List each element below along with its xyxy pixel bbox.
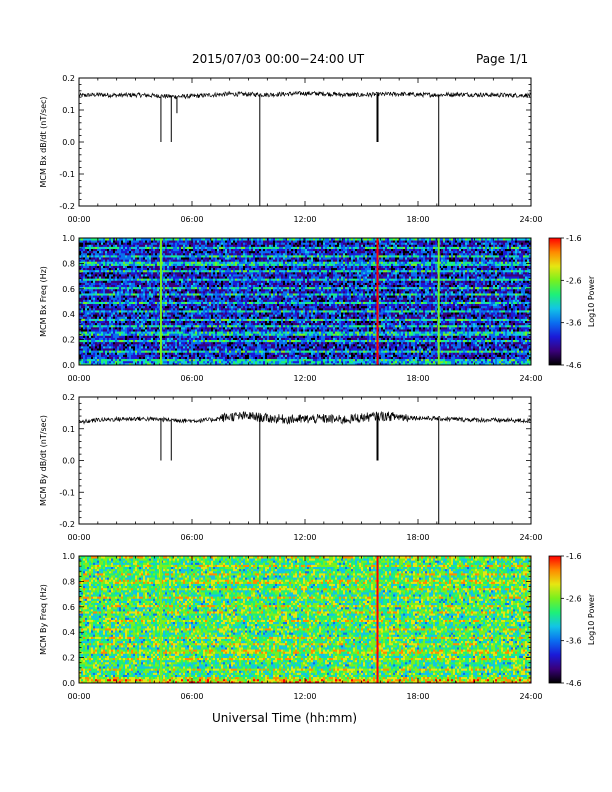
chart-panel-3: 00:00 06:00 12:00 18:00 24:00 -0.2 -0.1 0.0 0.1 0… — [39, 393, 543, 542]
x-tick-label: 06:00 — [180, 215, 203, 224]
x-tick-label: 24:00 — [519, 215, 542, 224]
y-tick-label: 0.4 — [62, 310, 75, 319]
y-tick-label: 0.2 — [62, 336, 75, 345]
chart-panel-2: -1.6 -2.6 -3.6 -4.6 Log10 Power 00:00 06:00 12:… — [39, 234, 596, 383]
spectral-event-1 — [160, 238, 162, 365]
colorbar-tick-label: -3.6 — [566, 319, 582, 328]
y-tick-label: 1.0 — [62, 552, 75, 561]
x-tick-label: 06:00 — [180, 692, 203, 701]
x-tick-label: 18:00 — [406, 533, 429, 542]
colorbar-label: Log10 Power — [587, 275, 596, 327]
x-tick-label: 00:00 — [67, 215, 90, 224]
y-tick-label: 1.0 — [62, 234, 75, 243]
magnetometer-chart: 00:00 06:00 12:00 18:00 24:00 -0.2 -0.1 0.0 0.1 0… — [0, 0, 612, 792]
y-tick-label: 0.6 — [62, 603, 75, 612]
x-tick-label: 24:00 — [519, 692, 542, 701]
y-tick-label: 0.4 — [62, 628, 75, 637]
y-tick-label: 0.0 — [62, 361, 75, 370]
x-tick-label: 18:00 — [406, 692, 429, 701]
spectral-event-2 — [377, 556, 379, 683]
x-tick-label: 00:00 — [67, 692, 90, 701]
x-tick-label: 12:00 — [293, 374, 316, 383]
colorbar: -1.6 -2.6 -3.6 -4.6 Log10 Power — [549, 552, 596, 688]
y-tick-label: 0.1 — [62, 106, 75, 115]
dbdt-trace — [79, 91, 531, 98]
y-tick-label: -0.2 — [59, 202, 75, 211]
y-tick-label: 0.8 — [62, 577, 75, 586]
spectral-event-1 — [160, 556, 162, 683]
x-tick-label: 24:00 — [519, 374, 542, 383]
colorbar-tick-label: -4.6 — [566, 679, 582, 688]
colorbar-tick-label: -4.6 — [566, 361, 582, 370]
y-tick-label: -0.1 — [59, 170, 75, 179]
x-tick-label: 18:00 — [406, 215, 429, 224]
x-tick-label: 12:00 — [293, 692, 316, 701]
x-tick-label: 24:00 — [519, 533, 542, 542]
y-axis-label: MCM By Freq (Hz) — [39, 584, 48, 655]
x-tick-label: 00:00 — [67, 533, 90, 542]
colorbar-tick-label: -2.6 — [566, 594, 582, 603]
colorbar-tick-label: -1.6 — [566, 552, 582, 561]
x-tick-label: 06:00 — [180, 374, 203, 383]
spectral-event-3 — [438, 238, 440, 365]
x-tick-label: 12:00 — [293, 533, 316, 542]
y-axis-label: MCM By dB/dt (nT/sec) — [39, 415, 48, 506]
colorbar: -1.6 -2.6 -3.6 -4.6 Log10 Power — [549, 234, 596, 370]
x-tick-label: 00:00 — [67, 374, 90, 383]
colorbar-tick-label: -3.6 — [566, 637, 582, 646]
y-axis-label: MCM Bx dB/dt (nT/sec) — [39, 96, 48, 187]
y-tick-label: 0.0 — [62, 138, 75, 147]
spectral-event-2 — [377, 238, 379, 365]
dbdt-trace — [79, 412, 531, 424]
y-tick-label: 0.2 — [62, 393, 75, 402]
y-tick-label: 0.2 — [62, 654, 75, 663]
chart-panel-4: -1.6 -2.6 -3.6 -4.6 Log10 Power 00:00 06:00 12:… — [39, 552, 596, 701]
y-tick-label: 0.1 — [62, 425, 75, 434]
y-tick-label: 0.2 — [62, 74, 75, 83]
x-tick-label: 12:00 — [293, 215, 316, 224]
y-tick-label: -0.1 — [59, 488, 75, 497]
x-tick-label: 06:00 — [180, 533, 203, 542]
colorbar-tick-label: -2.6 — [566, 276, 582, 285]
y-tick-label: 0.8 — [62, 259, 75, 268]
spectrogram-cells — [79, 238, 531, 365]
spectrogram-cells — [79, 556, 531, 683]
y-tick-label: 0.6 — [62, 285, 75, 294]
y-axis-label: MCM Bx Freq (Hz) — [39, 266, 48, 337]
y-tick-label: -0.2 — [59, 520, 75, 529]
y-tick-label: 0.0 — [62, 457, 75, 466]
colorbar-tick-label: -1.6 — [566, 234, 582, 243]
x-tick-label: 18:00 — [406, 374, 429, 383]
y-tick-label: 0.0 — [62, 679, 75, 688]
chart-panel-1: 00:00 06:00 12:00 18:00 24:00 -0.2 -0.1 0.0 0.1 0… — [39, 74, 543, 224]
colorbar-label: Log10 Power — [587, 593, 596, 645]
